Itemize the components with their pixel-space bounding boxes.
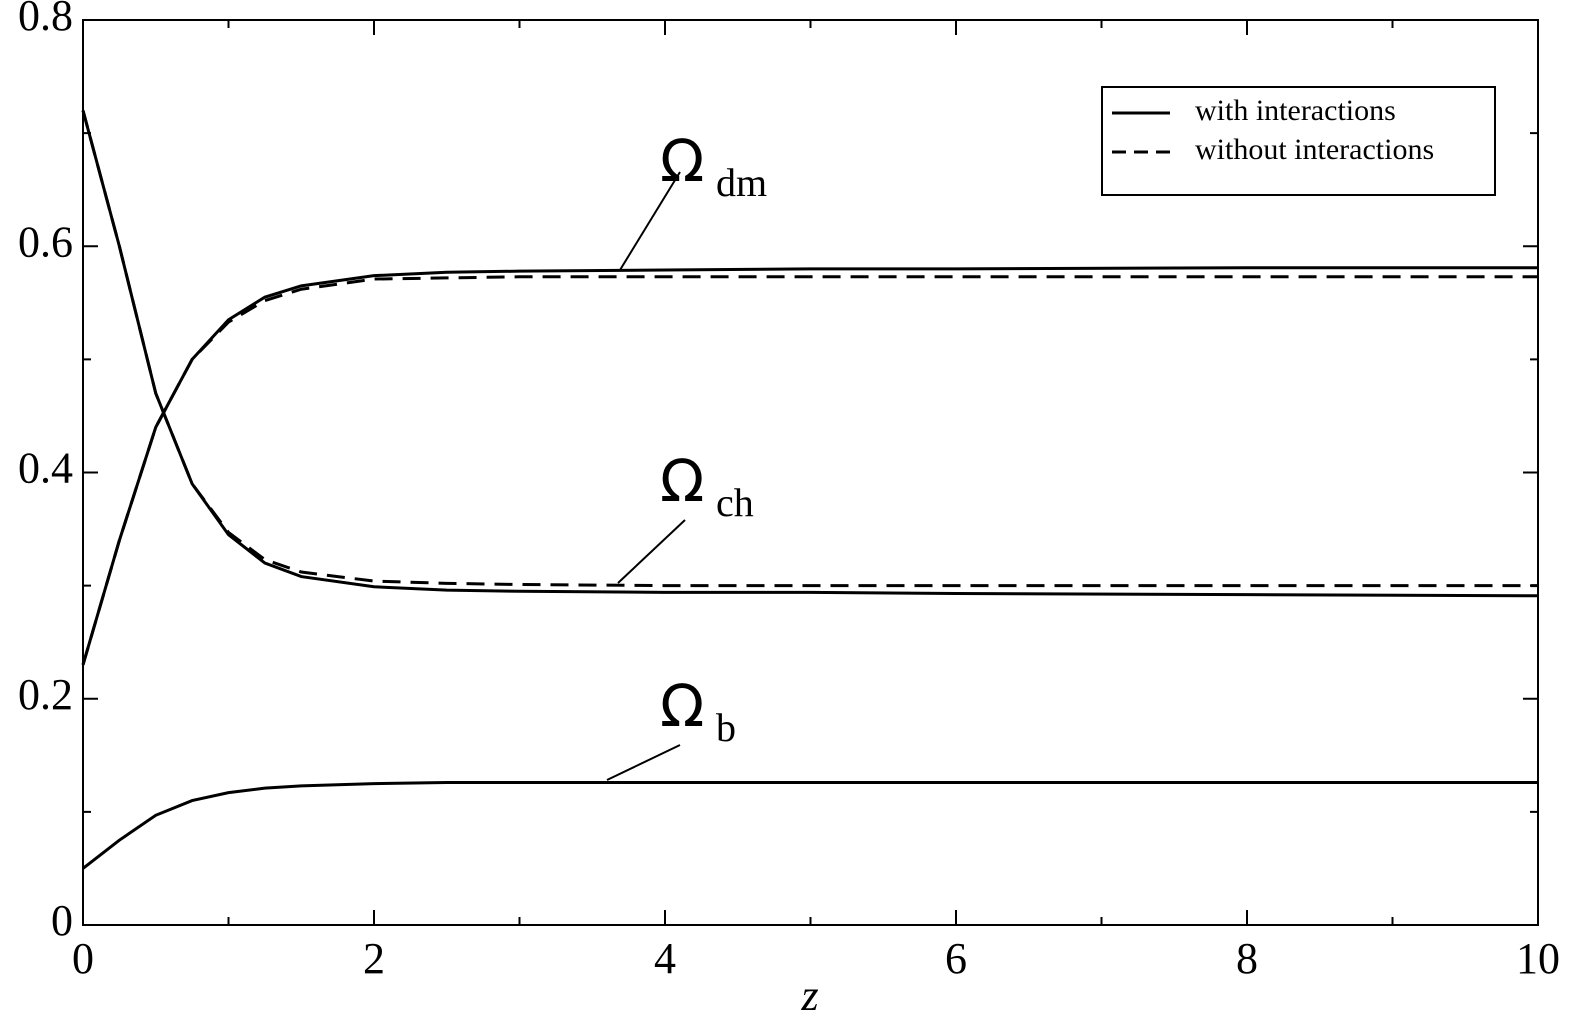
annotation-symbol: Ω xyxy=(660,447,704,515)
annotation-leader xyxy=(617,519,686,584)
x-tick-label: 2 xyxy=(363,934,385,983)
data-line xyxy=(82,780,1538,870)
x-tick-label: 8 xyxy=(1236,934,1258,983)
y-tick-label: 0.8 xyxy=(18,0,73,40)
annotation-subscript: ch xyxy=(716,480,754,525)
y-tick-label: 0.6 xyxy=(18,217,73,266)
data-line xyxy=(81,275,1538,666)
annotation-symbol: Ω xyxy=(660,127,704,195)
annotation-symbol: Ω xyxy=(660,672,704,740)
y-tick-label: 0.2 xyxy=(18,670,73,719)
y-tick-label: 0 xyxy=(51,896,73,945)
data-line xyxy=(81,110,1538,588)
x-tick-label: 10 xyxy=(1516,934,1560,983)
x-tick-label: 6 xyxy=(945,934,967,983)
annotation-subscript: dm xyxy=(716,160,767,205)
x-axis-label: z xyxy=(800,971,818,1020)
legend-label: with interactions xyxy=(1195,94,1396,127)
x-tick-label: 4 xyxy=(654,934,676,983)
x-tick-label: 0 xyxy=(72,934,94,983)
data-line xyxy=(81,266,1538,666)
y-tick-label: 0.4 xyxy=(18,444,73,493)
legend-label: without interactions xyxy=(1195,133,1434,166)
legend-box xyxy=(1101,86,1496,196)
annotation-leader xyxy=(619,171,681,271)
annotation-subscript: b xyxy=(716,705,736,750)
annotation-leader xyxy=(606,744,681,781)
